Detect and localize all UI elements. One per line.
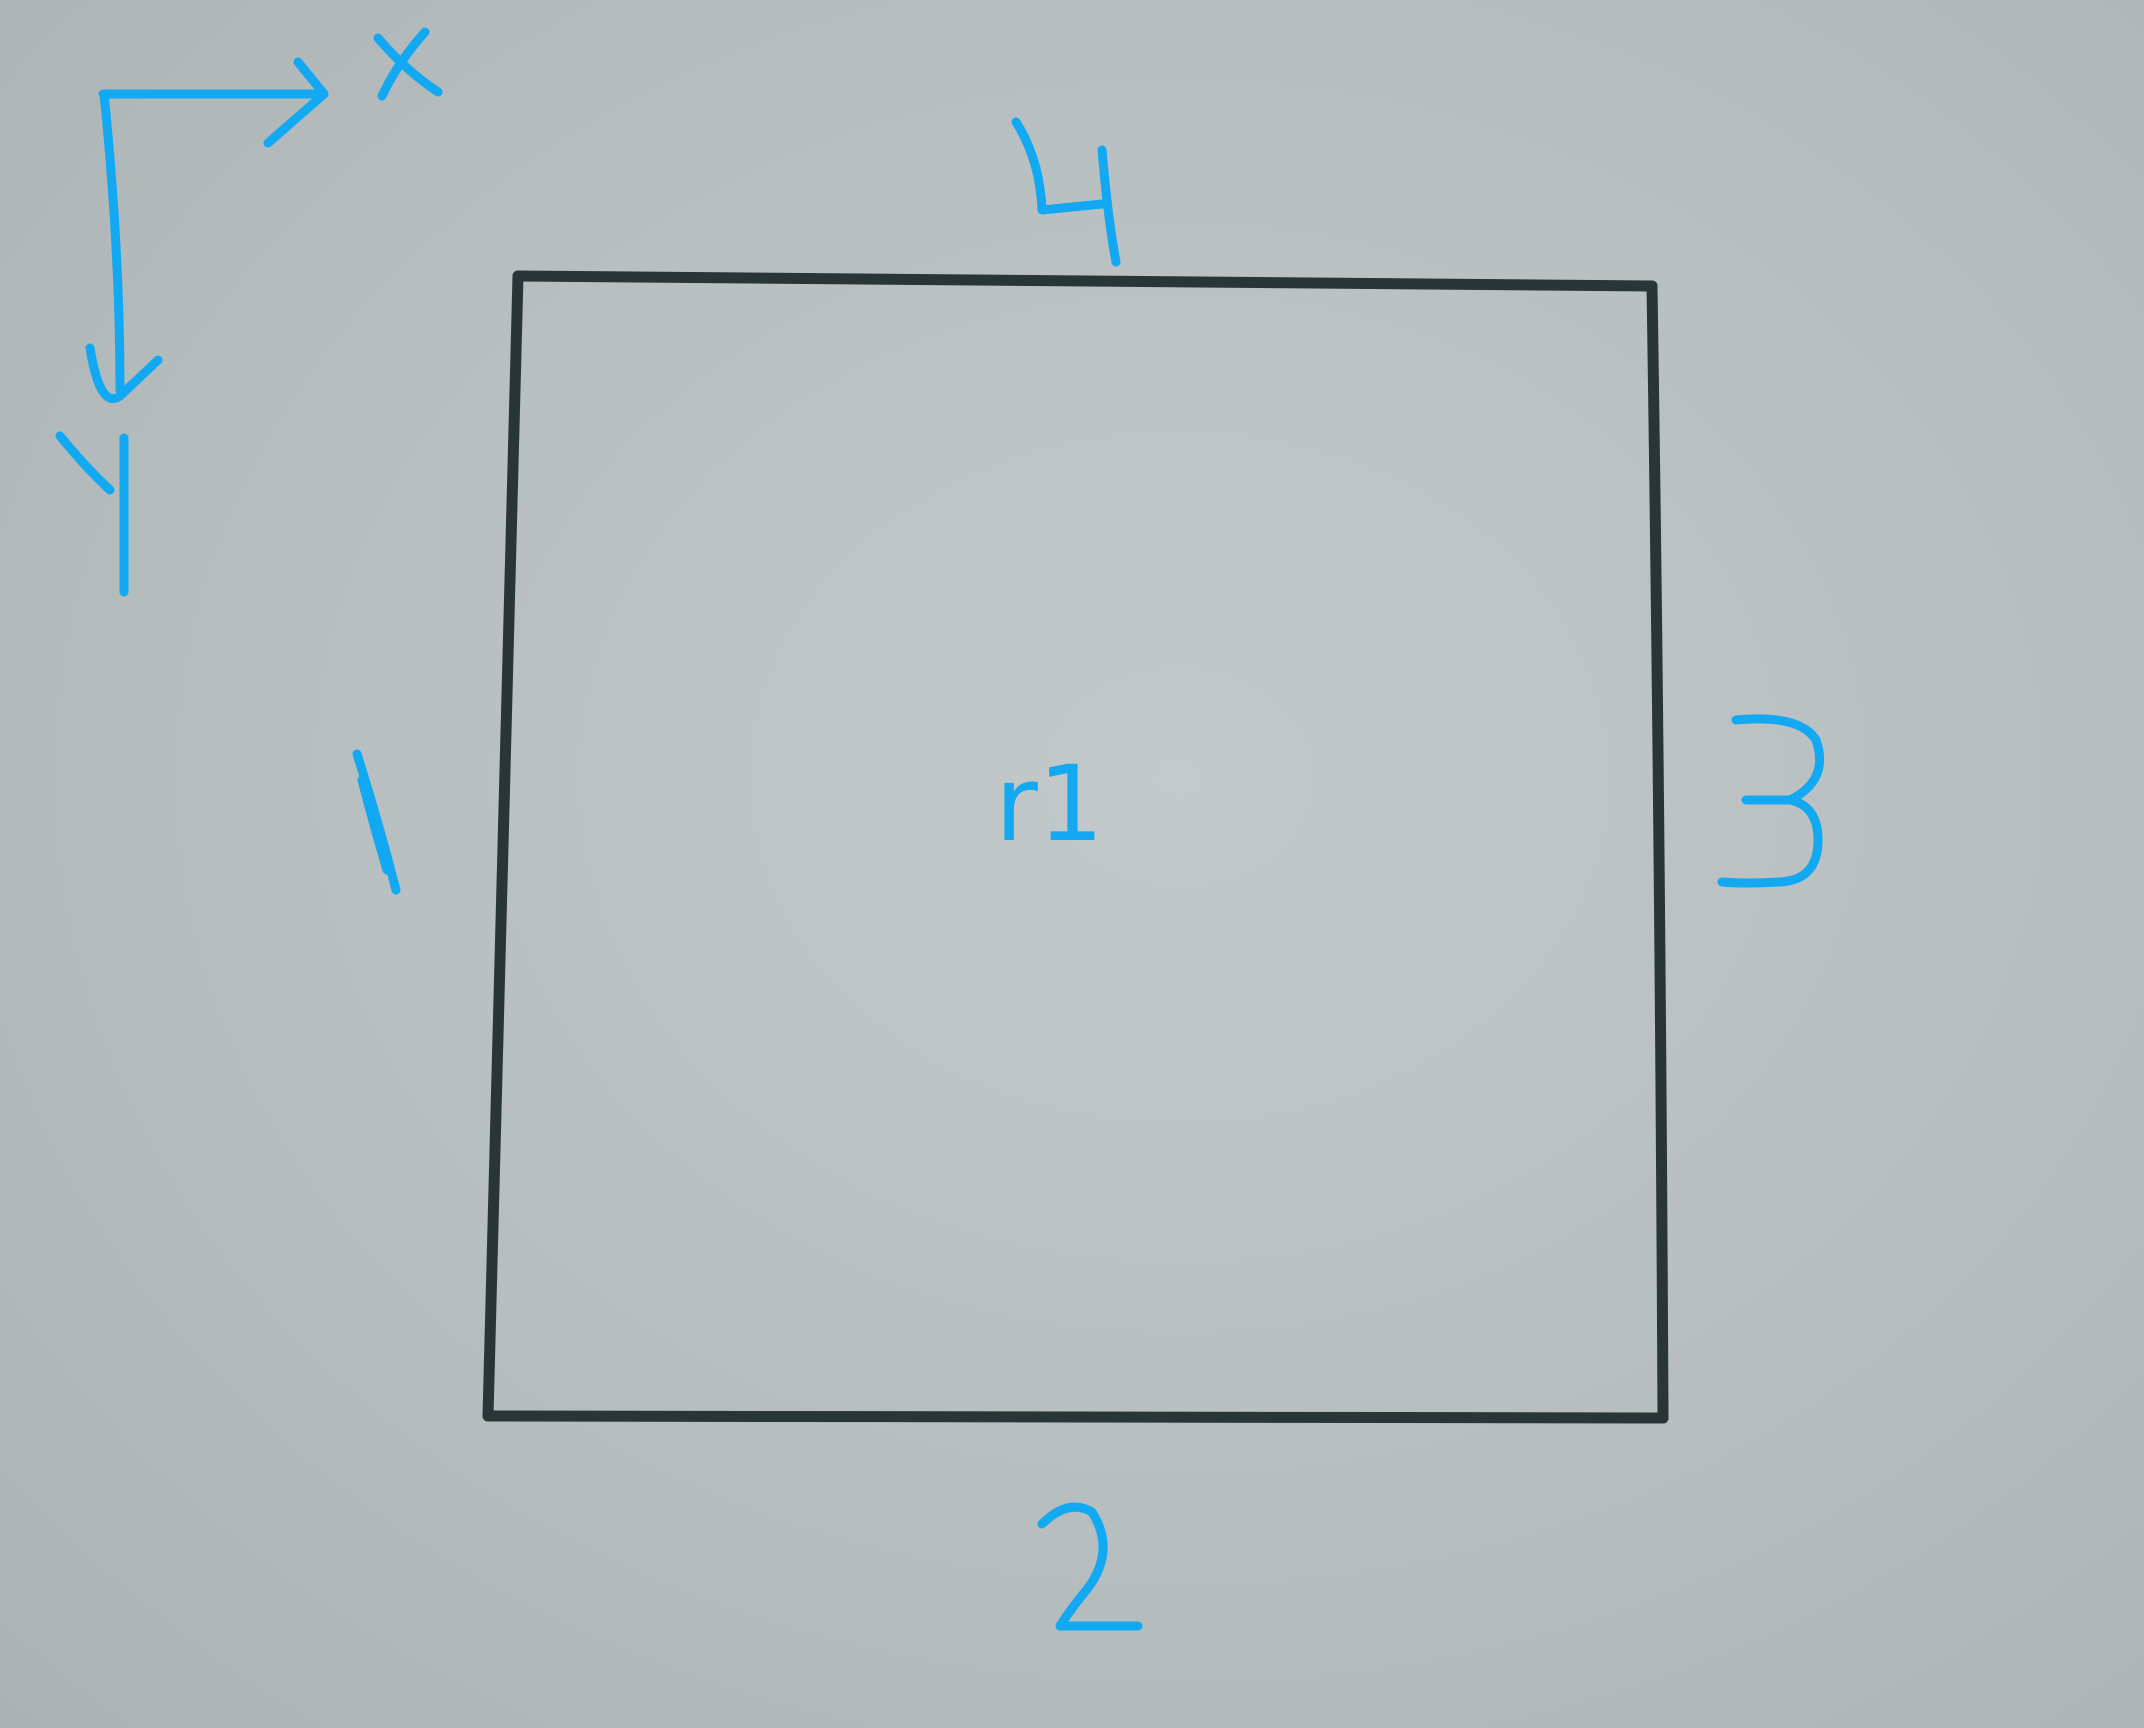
y-axis-letter (55, 431, 129, 597)
x-axis-arrow (98, 57, 329, 148)
edge-label-3 (1717, 714, 1825, 888)
coordinate-axes (55, 27, 443, 597)
region-label: r1 (995, 743, 1104, 865)
edge-label-2 (1037, 1502, 1143, 1631)
edge-labels (352, 117, 1825, 1631)
edge-4-line (512, 270, 1658, 292)
y-axis-arrow (85, 89, 163, 403)
region-r1 (482, 270, 1669, 1424)
edge-label-4 (1011, 117, 1121, 267)
edge-1-line (482, 270, 524, 1422)
x-axis-letter (373, 27, 443, 101)
edge-3-line (1646, 280, 1669, 1424)
edge-2-line (482, 1410, 1669, 1424)
edge-label-1 (352, 749, 401, 895)
